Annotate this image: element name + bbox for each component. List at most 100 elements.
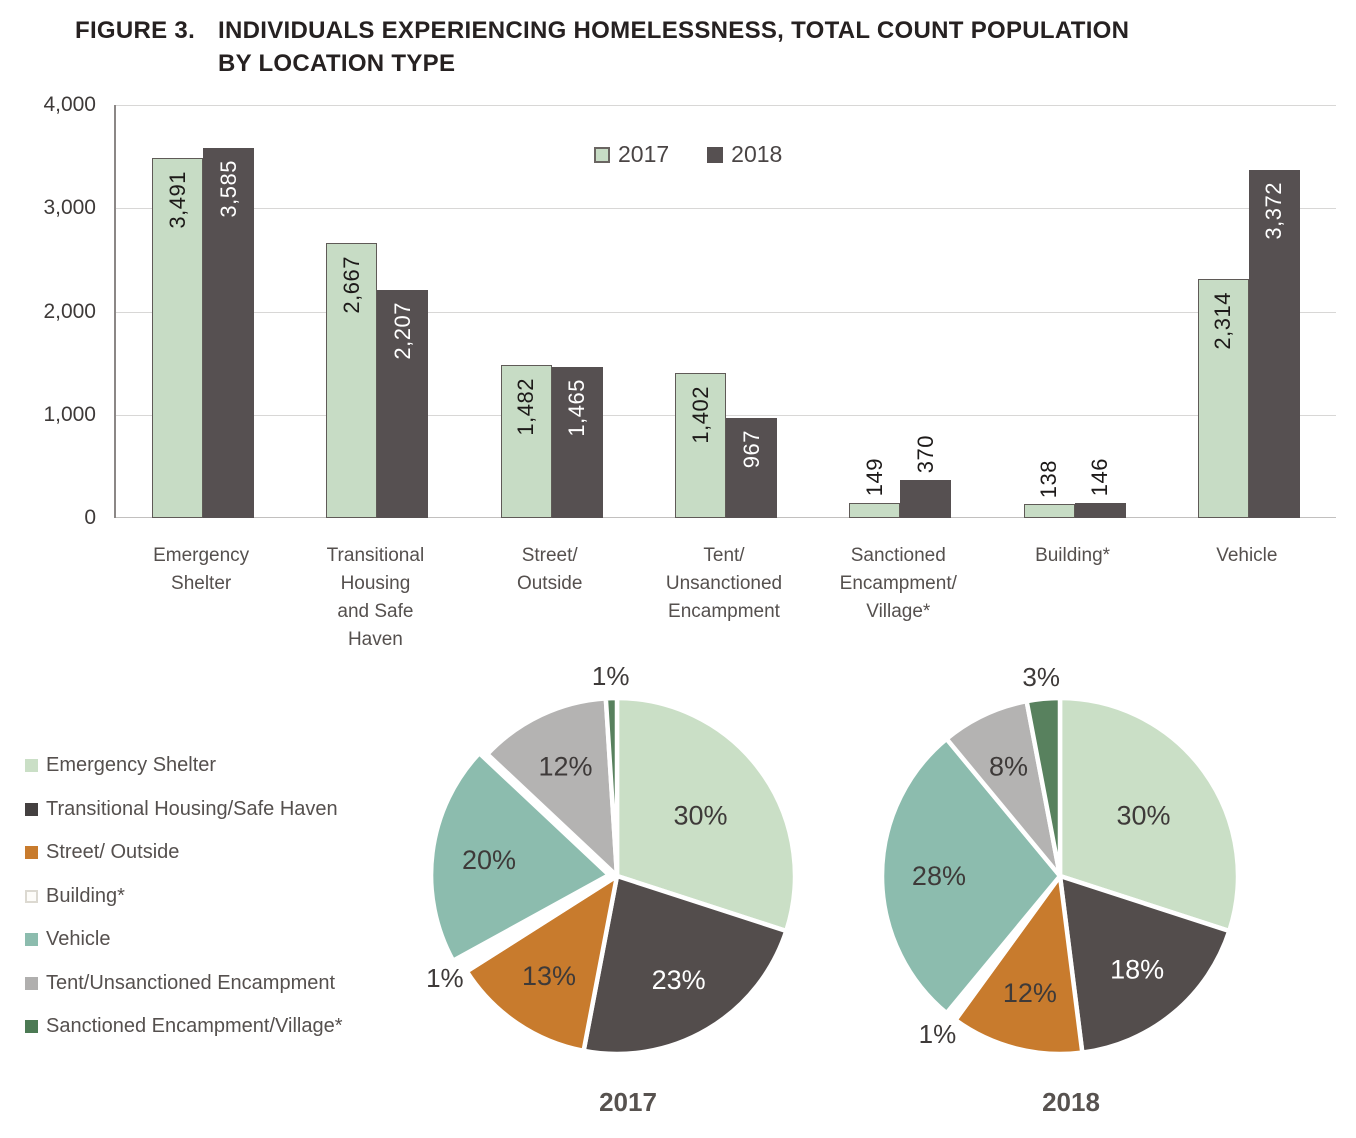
pie-percentage-label: 12% <box>538 751 592 781</box>
bar-2017-cat1: 3,491 <box>152 157 204 518</box>
bar-value-label: 3,372 <box>1261 181 1287 240</box>
pie-slice-street-outside <box>464 873 620 1054</box>
pie-legend-item: Street/ Outside <box>25 831 342 875</box>
bar-value-label: 149 <box>861 458 887 497</box>
y-axis-tick-label: 4,000 <box>43 93 96 116</box>
bar-2017-cat2: 2,667 <box>326 242 378 518</box>
bar-legend-label: 2017 <box>618 141 670 167</box>
pie-legend-item: Transitional Housing/Safe Haven <box>25 788 342 832</box>
pie-percentage-label: 1% <box>426 963 464 993</box>
pie-percentage-label: 23% <box>652 965 706 995</box>
pie-percentage-label: 30% <box>1116 800 1170 830</box>
x-axis-label-cat5: Sanctioned Encampment/ Village* <box>839 545 957 622</box>
pie-legend-label: Building* <box>46 884 125 907</box>
pie-chart-2017: 30% 23% 13% 1% 20% 12% 1% <box>426 661 798 1057</box>
pie-legend-label: Vehicle <box>46 928 111 951</box>
bar-2018-cat5: 370 <box>900 435 952 518</box>
pie-legend-item: Sanctioned Encampment/Village* <box>25 1005 342 1049</box>
bar-2018-cat6: 146 <box>1074 458 1126 518</box>
pie-percentage-label: 1% <box>919 1019 957 1049</box>
figure-header: FIGURE 3. INDIVIDUALS EXPERIENCING HOMEL… <box>75 14 1135 80</box>
pie-slice-tent-unsanctioned-encampment <box>484 696 620 879</box>
bar-value-label: 2,667 <box>338 255 364 314</box>
bar-value-label: 1,482 <box>513 377 539 436</box>
x-axis-label-cat1: Emergency Shelter <box>153 545 250 594</box>
pie-legend-swatch <box>25 846 38 860</box>
x-axis-label-cat4: Tent/ Unsanctioned Encampment <box>665 545 783 622</box>
pie-percentage-label: 18% <box>1110 954 1164 984</box>
pie-slice-building <box>458 873 620 974</box>
pie-slice-transitional-housing-safe-haven <box>581 873 789 1057</box>
bar-value-label: 1,465 <box>564 378 590 437</box>
bar-value-label: 1,402 <box>687 386 713 444</box>
bar-legend-item-2017: 2017 <box>594 141 669 168</box>
pie-slice-emergency-shelter <box>1057 695 1241 934</box>
bar-value-label: 3,491 <box>164 170 190 229</box>
pie-legend-item: Tent/Unsanctioned Encampment <box>25 962 342 1006</box>
gridline-2000 <box>116 311 1336 313</box>
pie-legend-label: Sanctioned Encampment/Village* <box>46 1015 343 1038</box>
bar-2018-cat1: 3,585 <box>203 147 255 518</box>
bar-value-label: 3,585 <box>215 159 241 218</box>
figure-label: FIGURE 3. <box>75 17 196 44</box>
pie-legend-label: Transitional Housing/Safe Haven <box>46 797 338 820</box>
pie-slice-sanctioned-encampment-village <box>1024 695 1063 879</box>
pie-percentage-label: 1% <box>592 661 630 691</box>
bar-plot: 3,491 3,585 2,667 2,207 1,482 1,465 1,402 967 14… <box>114 105 1336 518</box>
bar-value-label: 138 <box>1036 459 1062 498</box>
pie-legend-label: Tent/Unsanctioned Encampment <box>46 971 336 994</box>
figure-title: INDIVIDUALS EXPERIENCING HOMELESSNESS, T… <box>218 17 1130 77</box>
bar-2018-cat2: 2,207 <box>377 290 429 518</box>
bar-2018-cat4: 967 <box>726 418 777 518</box>
bar-legend-swatch-2017 <box>594 146 610 163</box>
pie-percentage-label: 30% <box>673 800 727 830</box>
bar-value-label: 967 <box>738 430 764 469</box>
bar-value-label: 146 <box>1087 457 1113 496</box>
gridline-1000 <box>116 414 1336 416</box>
pie-percentage-label: 20% <box>462 845 516 875</box>
pie-legend: Emergency Shelter Transitional Housing/Sa… <box>25 744 342 1049</box>
y-axis-tick-label: 0 <box>84 506 96 529</box>
pie-legend-swatch <box>25 889 38 903</box>
y-axis-tick-label: 3,000 <box>43 196 96 220</box>
pie-legend-swatch <box>25 976 38 990</box>
bar-2018-cat7: 3,372 <box>1248 169 1300 518</box>
bar-legend-item-2018: 2018 <box>707 141 782 168</box>
pie-legend-swatch <box>25 759 38 773</box>
pie-percentage-label: 8% <box>989 751 1028 781</box>
bar-chart-legend: 2017 2018 <box>594 141 782 168</box>
pie-legend-label: Street/ Outside <box>46 841 180 864</box>
pie-percentage-label: 12% <box>1003 978 1057 1008</box>
pie-legend-label: Emergency Shelter <box>46 754 217 777</box>
bar-2017-cat6: 138 <box>1023 460 1075 518</box>
pie-slice-emergency-shelter <box>614 695 798 934</box>
pie-percentage-label: 3% <box>1022 662 1060 692</box>
x-axis-label-cat7: Vehicle <box>1216 545 1278 566</box>
x-axis-label-cat2: Transitional Housing and Safe Haven <box>326 545 425 650</box>
y-axis-tick-label: 2,000 <box>43 299 96 323</box>
x-axis-label-cat6: Building* <box>1035 545 1111 566</box>
pie-legend-swatch <box>25 933 38 947</box>
bar-legend-label: 2018 <box>731 141 783 167</box>
x-axis-label-cat3: Street/ Outside <box>516 545 583 594</box>
gridline-3000 <box>116 208 1336 210</box>
pie-legend-swatch <box>25 802 38 816</box>
pie-slice-vehicle <box>428 750 612 963</box>
pie-legend-item: Building* <box>25 875 342 919</box>
pie-legend-item: Vehicle <box>25 918 342 962</box>
y-axis-tick-label: 1,000 <box>43 402 96 426</box>
pie-slice-street-outside <box>953 873 1085 1057</box>
pie-legend-swatch <box>25 1020 38 1034</box>
pie-caption-2018: 2018 <box>1042 1087 1100 1117</box>
pie-caption-2017: 2017 <box>599 1087 657 1117</box>
bar-2017-cat4: 1,402 <box>675 373 726 518</box>
bar-2017-cat3: 1,482 <box>500 364 552 518</box>
pie-percentage-label: 28% <box>912 861 966 891</box>
bar-2017-cat7: 2,314 <box>1197 279 1249 518</box>
pie-legend-item: Emergency Shelter <box>25 744 342 788</box>
bar-legend-swatch-2018 <box>707 146 724 163</box>
pie-slice-transitional-housing-safe-haven <box>1057 873 1232 1055</box>
pie-chart-2018: 30% 18% 12% 1% 28% 8% 3% <box>879 662 1241 1057</box>
bar-2018-cat3: 1,465 <box>551 366 603 518</box>
